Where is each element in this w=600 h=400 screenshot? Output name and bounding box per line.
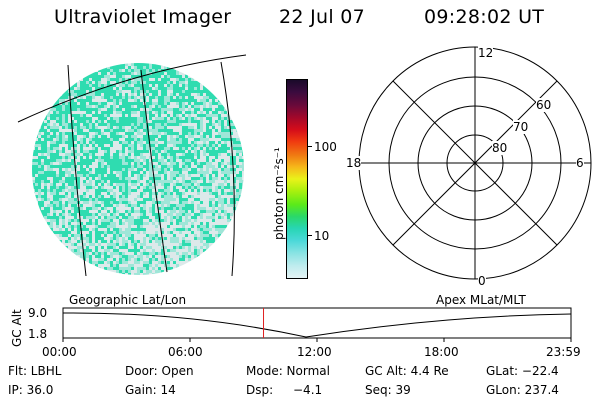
- mlt-label-6: 6: [576, 156, 584, 170]
- colorbar: [286, 79, 308, 279]
- altitude-frame: [62, 307, 572, 339]
- latitude-line: [17, 54, 247, 123]
- altitude-y-tick-low: 1.8: [28, 327, 48, 341]
- lat-label-80: 80: [492, 141, 508, 155]
- lat-label-60: 60: [536, 98, 552, 112]
- filter-info: Flt: LBHL: [8, 364, 62, 378]
- longitude-line: [67, 64, 87, 277]
- altitude-title-left: Geographic Lat/Lon: [69, 293, 187, 307]
- aurora-emission: [32, 63, 244, 275]
- longitude-line: [220, 61, 235, 277]
- ip-info: IP: 36.0: [8, 383, 54, 397]
- door-info: Door: Open: [125, 364, 194, 378]
- altitude-curve: [62, 312, 572, 338]
- polar-diagonal: [392, 80, 558, 246]
- observation-date: 22 Jul 07: [279, 6, 366, 28]
- longitude-line: [140, 69, 168, 273]
- observation-time: 09:28:02 UT: [424, 6, 545, 28]
- seq-info: Seq: 39: [365, 383, 411, 397]
- dsp-label: Dsp:: [246, 383, 274, 397]
- altitude-y-label: GC Alt: [10, 309, 24, 347]
- glat-info: GLat: −22.4: [486, 364, 559, 378]
- colorbar-tick-100: 100: [314, 140, 337, 154]
- x-tick-1800: 18:00: [424, 345, 459, 359]
- mlt-label-18: 18: [346, 156, 362, 170]
- altitude-title-right: Apex MLat/MLT: [436, 293, 526, 307]
- glon-info: GLon: 237.4: [486, 383, 559, 397]
- gc-alt-info: GC Alt: 4.4 Re: [365, 364, 449, 378]
- x-tick-2359: 23:59: [546, 345, 581, 359]
- polar-ring-50: [358, 46, 592, 280]
- altitude-y-tick-high: 9.0: [28, 306, 48, 320]
- mlt-label-0: 0: [478, 274, 486, 288]
- mode-info: Mode: Normal: [246, 364, 330, 378]
- x-tick-0000: 00:00: [42, 345, 77, 359]
- gain-info: Gain: 14: [125, 383, 176, 397]
- earth-disk: [32, 63, 244, 275]
- polar-diagonal: [392, 80, 558, 246]
- geographic-grid: [17, 54, 247, 277]
- colorbar-tick-10: 10: [314, 229, 330, 243]
- lat-label-70: 70: [513, 120, 529, 134]
- colorbar-unit-label: photon cm⁻²s⁻¹: [272, 147, 286, 240]
- x-tick-1200: 12:00: [297, 345, 332, 359]
- mlt-label-12: 12: [478, 46, 494, 60]
- dsp-value: −4.1: [293, 383, 323, 397]
- instrument-title: Ultraviolet Imager: [54, 6, 232, 28]
- x-tick-0600: 06:00: [168, 345, 203, 359]
